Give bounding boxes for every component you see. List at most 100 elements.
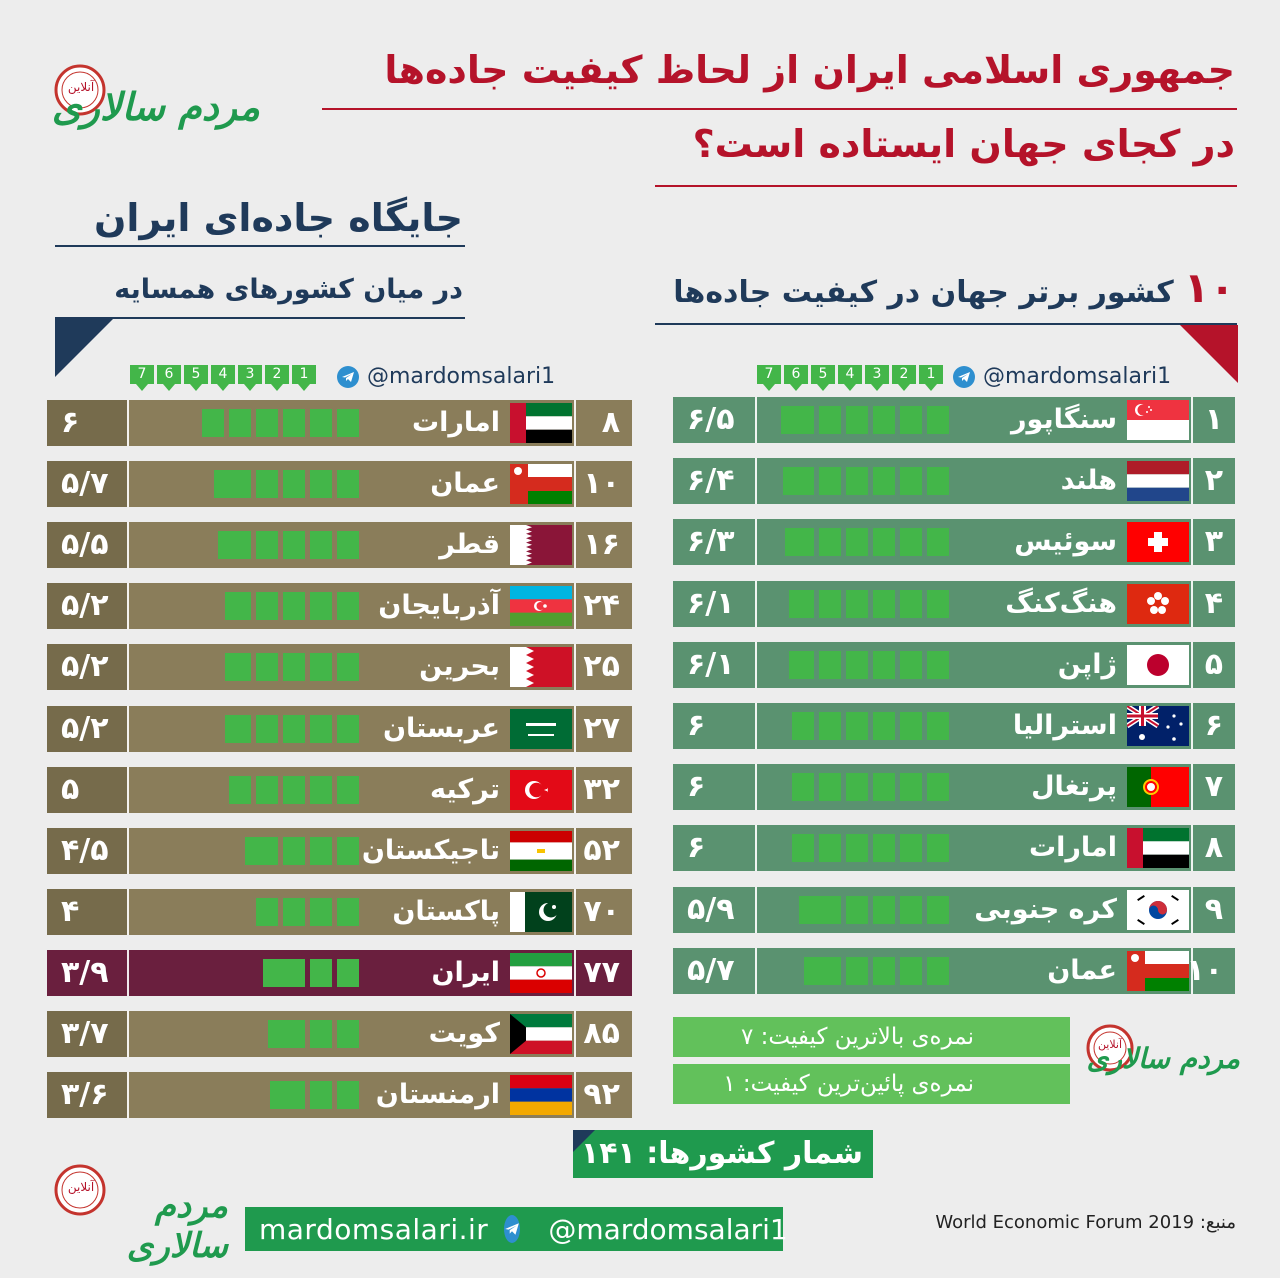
- rank-label: ۹: [1204, 891, 1223, 927]
- score-cell: [673, 458, 755, 505]
- scale-tick: [898, 384, 910, 391]
- row-divider: [755, 703, 757, 749]
- right-heading-text: کشور برتر جهان در کیفیت جاده‌ها: [673, 275, 1174, 310]
- score-block: [256, 531, 278, 560]
- flag-hongkong-icon: [1127, 583, 1189, 624]
- score-block: [873, 895, 895, 924]
- score-block: [337, 836, 359, 865]
- score-block: [792, 773, 814, 802]
- score-label: ۴/۵: [61, 832, 109, 868]
- score-block: [900, 406, 922, 434]
- scale-box: 3: [238, 365, 262, 384]
- row-divider: [127, 583, 129, 630]
- score-block: [846, 467, 868, 496]
- score-block: [310, 1081, 332, 1110]
- row-divider: [1191, 825, 1193, 872]
- score-label: ۵/۷: [687, 952, 735, 988]
- row-divider: [1191, 641, 1193, 688]
- row-divider: [574, 888, 576, 935]
- legend-min: نمره‌ی پائین‌ترین کیفیت: ۱: [673, 1064, 1070, 1104]
- score-block: [927, 650, 949, 679]
- row-divider: [755, 825, 757, 872]
- row-divider: [1191, 397, 1193, 443]
- country-name: پاکستان: [392, 895, 500, 927]
- row-divider: [574, 766, 576, 813]
- rank-label: ۱۰: [1186, 952, 1223, 988]
- score-block-partial: [799, 895, 819, 924]
- score-block: [337, 409, 359, 437]
- score-block: [900, 773, 922, 802]
- scale-box: 6: [157, 365, 181, 384]
- country-name: قطر: [439, 529, 500, 561]
- score-block: [846, 406, 868, 434]
- score-block: [256, 836, 278, 865]
- footer-handle[interactable]: @mardomsalari1: [548, 1212, 788, 1246]
- score-block: [283, 409, 305, 437]
- flag-portugal-icon: [1127, 767, 1189, 808]
- scale-tick: [190, 384, 202, 391]
- score-label: ۵/۵: [61, 527, 109, 563]
- chart-row: ۵/۷ عمان ۱۰: [47, 461, 632, 508]
- score-cell: [47, 705, 127, 752]
- flag-australia-icon: [1127, 706, 1189, 746]
- flag-saudi-icon: [510, 708, 572, 749]
- chart-row: ۶/۵ سنگاپور ۱: [673, 397, 1235, 443]
- score-block: [819, 650, 841, 679]
- score-block: [846, 834, 868, 863]
- left-handle-text: @mardomsalari1: [367, 364, 556, 389]
- score-block: [337, 958, 359, 987]
- row-divider: [755, 641, 757, 688]
- score-block: [819, 773, 841, 802]
- score-block: [846, 589, 868, 618]
- score-block: [337, 1020, 359, 1048]
- rank-label: ۵: [1204, 646, 1223, 682]
- rank-label: ۶: [1204, 708, 1223, 743]
- score-block: [927, 712, 949, 740]
- score-block-partial: [218, 531, 229, 560]
- score-block: [310, 836, 332, 865]
- score-block: [283, 1081, 305, 1110]
- country-name: امارات: [1028, 832, 1117, 864]
- score-block: [900, 895, 922, 924]
- right-handle[interactable]: @mardomsalari1: [953, 364, 1171, 389]
- row-divider: [755, 764, 757, 811]
- row-divider: [574, 827, 576, 874]
- row-divider: [755, 947, 757, 994]
- row-divider: [127, 1072, 129, 1119]
- score-label: ۵/۷: [61, 466, 109, 502]
- rank-label: ۲۴: [583, 588, 620, 624]
- scale-tick: [871, 384, 883, 391]
- score-block: [256, 470, 278, 499]
- score-block-partial: [225, 592, 229, 621]
- score-label: ۶/۱: [687, 585, 735, 621]
- scale-tick: [763, 384, 775, 391]
- rank-label: ۹۲: [583, 1077, 620, 1113]
- scale-box: 3: [865, 365, 889, 384]
- score-cell: [673, 703, 755, 749]
- score-label: ۳/۷: [61, 1016, 109, 1051]
- left-handle[interactable]: @mardomsalari1: [337, 364, 555, 389]
- main-title-line2: در کجای جهان ایستاده است؟: [692, 122, 1235, 166]
- footer-site[interactable]: mardomsalari.ir: [259, 1212, 489, 1246]
- logo-badge: آنلاین: [67, 1180, 95, 1194]
- chart-row: ۶ استرالیا ۶: [673, 703, 1235, 749]
- chart-row: ۶/۱ ژاپن ۵: [673, 641, 1235, 688]
- score-block: [846, 528, 868, 557]
- score-block: [873, 712, 895, 740]
- row-divider: [1191, 458, 1193, 505]
- chart-row: ۵/۲ عربستان ۲۷: [47, 705, 632, 752]
- rank-label: ۱۰: [583, 466, 620, 502]
- scale-box: 6: [784, 365, 808, 384]
- country-name: آذربایجان: [378, 590, 500, 622]
- scale-tick: [790, 384, 802, 391]
- country-name: تاجیکستان: [361, 834, 500, 866]
- main-title-line1: جمهوری اسلامی ایران از لحاظ کیفیت جاده‌ه…: [384, 48, 1235, 92]
- score-cell: [47, 949, 127, 996]
- rank-label: ۵۲: [583, 832, 620, 868]
- score-block: [337, 1081, 359, 1110]
- score-block: [792, 650, 814, 679]
- flag-uae-icon: [1127, 828, 1189, 869]
- legend-max: نمره‌ی بالاترین کیفیت: ۷: [673, 1017, 1070, 1057]
- rank-label: ۷۰: [583, 893, 620, 929]
